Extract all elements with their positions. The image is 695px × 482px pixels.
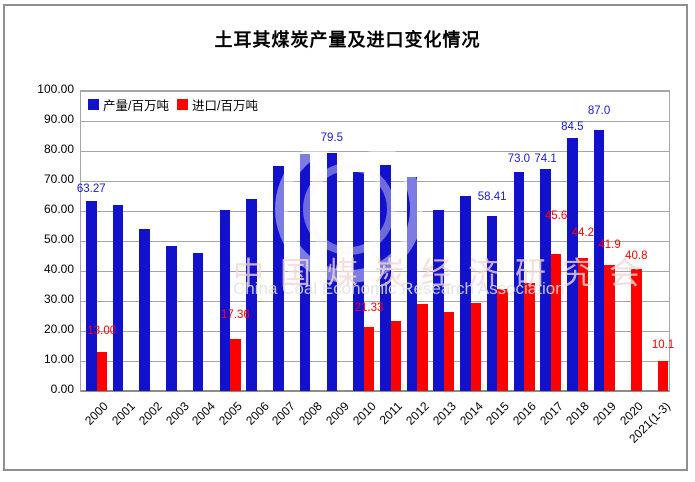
import-bar-2012 [417, 304, 428, 391]
y-axis-tick-label: 80.00 [43, 142, 74, 156]
data-label: 84.5 [561, 120, 584, 133]
import-bar-2017 [550, 254, 562, 391]
legend-item-production: 产量/百万吨 [88, 95, 169, 114]
y-axis-tick-label: 10.00 [43, 352, 74, 366]
production-bar-2019 [593, 130, 605, 391]
gridline [81, 361, 669, 362]
import-bar-2018 [577, 258, 589, 391]
import-series-swatch-icon [176, 99, 188, 110]
production-bar-2018 [567, 137, 578, 391]
y-axis-tick-label: 0.00 [50, 382, 74, 396]
gridline [81, 331, 669, 332]
data-label: 45.6 [544, 210, 568, 223]
data-label: 63.27 [76, 183, 106, 196]
data-label: 44.2 [571, 227, 595, 240]
data-label: 10.1 [651, 338, 675, 351]
production-bar-2008 [299, 154, 311, 391]
production-bar-2012 [406, 176, 418, 391]
production-bar-2011 [380, 164, 391, 391]
import-bar-2014 [470, 302, 482, 391]
production-bar-2007 [273, 166, 284, 391]
gridline [81, 301, 669, 302]
import-bar-2010 [363, 327, 375, 391]
data-label: 74.1 [534, 152, 557, 165]
import-bar-2005 [230, 338, 241, 391]
data-label: 40.8 [625, 249, 648, 262]
import-bar-2013 [443, 311, 455, 391]
data-label: 13.00 [87, 325, 117, 337]
production-bar-2003 [166, 245, 177, 391]
production-bar-2016 [513, 172, 525, 391]
gridline [81, 91, 669, 92]
y-axis-tick-label: 30.00 [43, 292, 74, 306]
production-bar-2013 [433, 209, 444, 391]
data-label: 41.9 [598, 239, 621, 252]
import-bar-2000 [96, 352, 107, 391]
chart-title: 土耳其煤炭产量及进口变化情况 [214, 30, 481, 50]
import-bar-2021(1-3) [657, 360, 669, 391]
production-bar-2004 [192, 253, 204, 391]
import-bar-2011 [390, 320, 401, 391]
import-bar-2019 [604, 265, 615, 391]
production-bar-2015 [486, 215, 498, 391]
watermark-logo-inner-ring-icon [303, 163, 395, 255]
production-bar-2005 [219, 209, 231, 391]
data-label: 73.0 [507, 153, 531, 165]
production-bar-2014 [460, 196, 471, 391]
production-bar-2017 [540, 168, 551, 391]
production-bar-2000 [86, 201, 97, 391]
watermark-chinese-text: 中国煤炭经济研究会 [233, 256, 656, 291]
legend-label-import: 进口/百万吨 [191, 99, 258, 113]
production-series-swatch-icon [88, 99, 99, 110]
gridline [81, 121, 669, 122]
y-axis-tick-label: 60.00 [43, 202, 74, 216]
y-axis-tick-label: 100.00 [37, 82, 74, 96]
production-bar-2001 [112, 205, 124, 391]
data-label: 79.5 [320, 131, 343, 144]
watermark-english-text: China Coal Economic Research Association [233, 279, 565, 298]
plot-area: 63.27 79.5 58.41 73.0 74.1 84.5 87.0 13.00 17.36… [77, 90, 674, 392]
import-bar-2016 [524, 283, 535, 391]
data-label: 17.36 [220, 308, 250, 321]
y-axis-tick-label: 20.00 [43, 322, 74, 336]
data-label: 58.41 [477, 190, 507, 203]
y-axis-tick-label: 90.00 [43, 112, 74, 126]
import-bar-2015 [497, 289, 508, 391]
data-label: 21.33 [354, 302, 384, 314]
y-axis-tick-label: 40.00 [43, 262, 74, 276]
chart-legend: 产量/百万吨 进口/百万吨 [88, 95, 258, 114]
production-bar-2006 [246, 199, 257, 391]
import-bar-2020 [631, 268, 642, 391]
legend-label-production: 产量/百万吨 [103, 99, 169, 113]
production-bar-2002 [139, 229, 150, 391]
x-axis-line [81, 390, 669, 392]
data-label: 87.0 [587, 105, 611, 117]
legend-item-import: 进口/百万吨 [176, 95, 258, 114]
y-axis-tick-label: 70.00 [43, 172, 74, 186]
y-axis-tick-label: 50.00 [43, 232, 74, 246]
